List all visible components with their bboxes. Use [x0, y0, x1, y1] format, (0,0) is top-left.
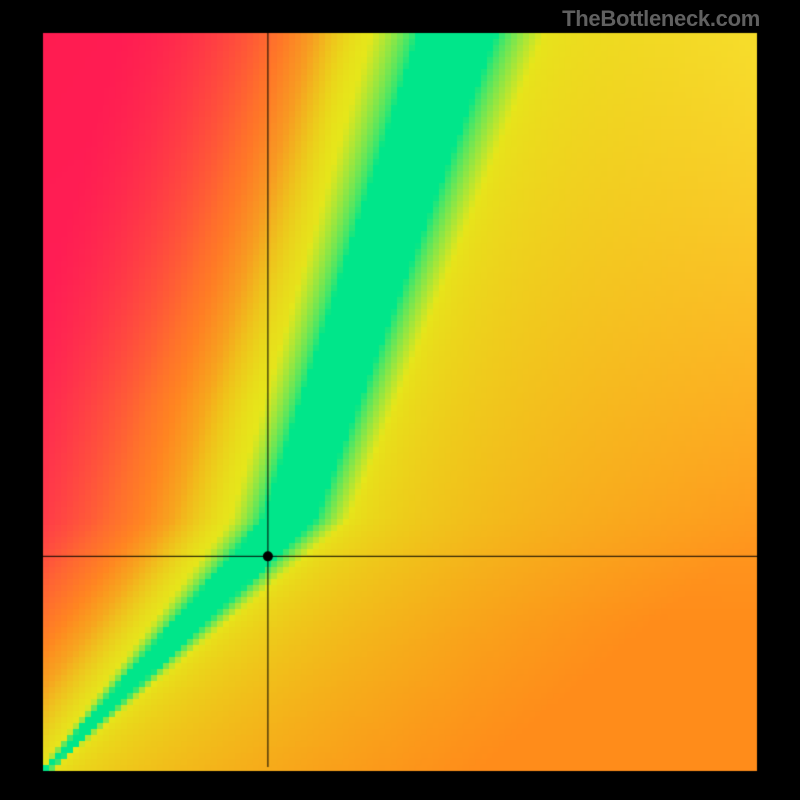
watermark-text: TheBottleneck.com — [562, 6, 760, 32]
heatmap-chart — [0, 0, 800, 800]
